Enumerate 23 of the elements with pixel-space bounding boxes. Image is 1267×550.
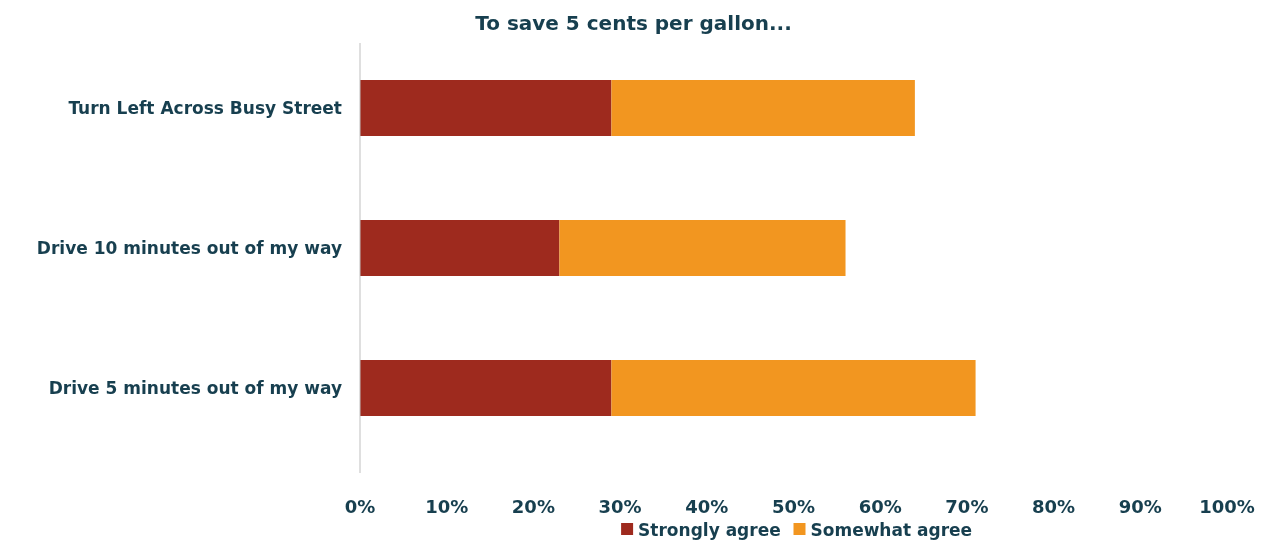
x-tick-label: 70% xyxy=(945,496,989,517)
y-tick-label: Turn Left Across Busy Street xyxy=(68,97,342,118)
x-tick-label: 0% xyxy=(344,496,376,517)
y-tick-label: Drive 10 minutes out of my way xyxy=(36,237,342,258)
x-tick-label: 100% xyxy=(1199,496,1255,517)
x-tick-label: 60% xyxy=(858,496,902,517)
bar xyxy=(611,360,976,416)
bar xyxy=(360,220,560,276)
x-tick-label: 40% xyxy=(685,496,729,517)
bar xyxy=(360,80,612,136)
y-tick-label: Drive 5 minutes out of my way xyxy=(48,377,342,398)
x-tick-label: 80% xyxy=(1032,496,1076,517)
bar xyxy=(611,80,915,136)
bar xyxy=(559,220,846,276)
x-tick-label: 10% xyxy=(425,496,469,517)
x-tick-label: 20% xyxy=(511,496,555,517)
x-tick-label: 30% xyxy=(598,496,642,517)
legend-label: Strongly agree xyxy=(638,520,781,540)
chart-title: To save 5 cents per gallon... xyxy=(475,11,792,35)
x-tick-label: 90% xyxy=(1118,496,1162,517)
legend-label: Somewhat agree xyxy=(810,520,973,540)
x-tick-label: 50% xyxy=(771,496,816,517)
bar xyxy=(360,360,612,416)
